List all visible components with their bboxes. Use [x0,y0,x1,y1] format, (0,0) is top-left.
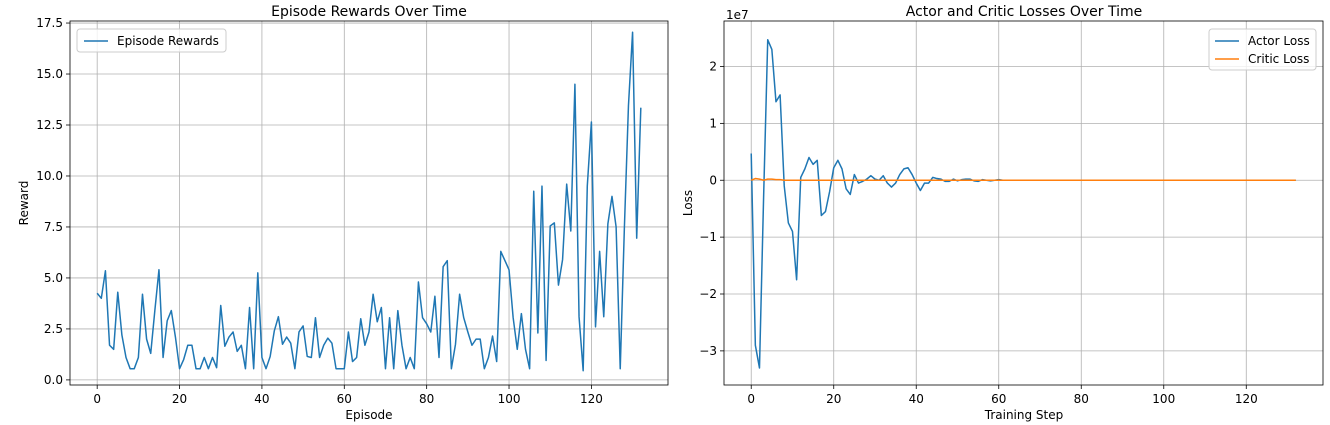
losses-y-tick-label: 2 [709,60,717,74]
losses-legend: Actor Loss Critic Loss [1208,28,1317,71]
losses-y-tick-label: 1 [709,116,717,130]
rewards-x-axis-label: Episode [345,408,392,422]
losses-chart: Actor and Critic Losses Over Time 1e7 0 2… [681,4,1324,422]
rewards-y-tick-label: 0.0 [44,373,63,387]
rewards-y-tick-label: 17.5 [36,16,63,30]
losses-gridlines [724,21,1323,385]
losses-plot-frame [723,20,1324,386]
rewards-x-tick-label: 60 [337,392,352,406]
losses-x-tick-label: 20 [826,392,841,406]
rewards-y-axis-label: Reward [17,181,31,226]
rewards-y-tick-label: 7.5 [44,220,63,234]
losses-series [750,39,1296,369]
rewards-chart: Episode Rewards Over Time 0 20 40 60 80 100 12… [17,4,669,422]
actor-legend-label: Actor Loss [1248,34,1310,48]
rewards-x-tick-label: 100 [498,392,521,406]
rewards-plot-frame [69,20,669,386]
losses-x-axis-label: Training Step [984,408,1064,422]
rewards-legend-box [76,28,227,53]
losses-x-tick-label: 100 [1152,392,1175,406]
actor-loss-line [750,39,1296,369]
rewards-x-tick-label: 80 [419,392,434,406]
rewards-legend-label: Episode Rewards [117,34,219,48]
losses-x-tick-label: 60 [991,392,1006,406]
losses-y-ticks: −3 −2 −1 0 1 2 [699,60,724,358]
rewards-legend: Episode Rewards [76,28,227,53]
rewards-gridlines [70,21,668,385]
rewards-x-tick-label: 120 [580,392,603,406]
rewards-x-tick-label: 0 [93,392,101,406]
rewards-y-tick-label: 2.5 [44,322,63,336]
losses-x-tick-label: 40 [909,392,924,406]
losses-y-axis-label: Loss [681,190,695,216]
rewards-chart-title: Episode Rewards Over Time [271,4,467,20]
episode-rewards-line [96,31,642,372]
losses-y-tick-label: −3 [699,344,717,358]
losses-y-tick-label: −2 [699,287,717,301]
losses-x-tick-label: 0 [747,392,755,406]
rewards-y-tick-label: 10.0 [36,169,63,183]
critic-legend-label: Critic Loss [1248,52,1309,66]
rewards-x-ticks: 0 20 40 60 80 100 120 [93,385,603,406]
rewards-series [96,31,642,372]
rewards-x-tick-label: 40 [254,392,269,406]
losses-x-tick-label: 120 [1235,392,1258,406]
losses-y-tick-label: −1 [699,230,717,244]
rewards-y-tick-label: 5.0 [44,271,63,285]
rewards-x-tick-label: 20 [172,392,187,406]
losses-offset-text: 1e7 [726,8,749,22]
rewards-y-tick-label: 12.5 [36,118,63,132]
critic-loss-line [750,177,1296,181]
rewards-y-tick-label: 15.0 [36,67,63,81]
losses-y-tick-label: 0 [709,173,717,187]
losses-x-tick-label: 80 [1074,392,1089,406]
rewards-y-ticks: 0.0 2.5 5.0 7.5 10.0 12.5 15.0 17.5 [36,16,70,387]
losses-x-ticks: 0 20 40 60 80 100 120 [747,385,1258,406]
losses-chart-title: Actor and Critic Losses Over Time [906,4,1142,20]
